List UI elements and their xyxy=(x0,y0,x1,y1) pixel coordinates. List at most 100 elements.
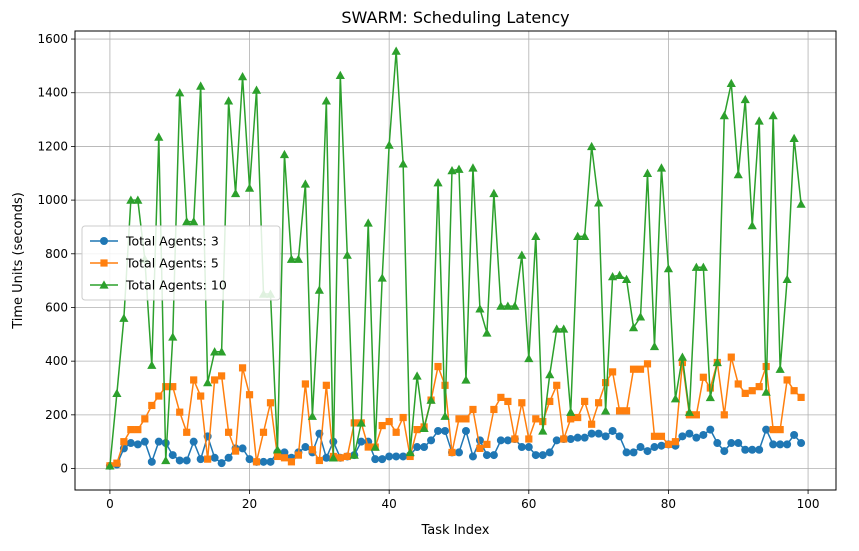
data-point xyxy=(391,46,401,55)
data-point xyxy=(587,429,596,438)
data-point xyxy=(768,110,778,120)
data-point xyxy=(727,353,735,361)
data-point xyxy=(524,443,533,452)
data-point xyxy=(441,381,449,389)
data-point xyxy=(155,392,163,400)
data-point xyxy=(566,407,576,416)
data-point xyxy=(266,399,275,407)
legend-entry: Total Agents: 5 xyxy=(90,256,219,271)
data-point xyxy=(238,364,247,372)
data-point xyxy=(377,273,387,282)
data-point xyxy=(692,411,700,419)
data-point xyxy=(462,415,470,423)
data-point xyxy=(790,430,799,439)
data-point xyxy=(224,428,233,436)
data-point xyxy=(406,452,414,461)
data-point xyxy=(398,159,408,168)
data-point xyxy=(517,250,527,259)
legend-marker xyxy=(100,259,108,267)
data-point xyxy=(113,459,121,467)
data-point xyxy=(468,163,478,172)
data-point xyxy=(218,372,226,380)
data-point xyxy=(587,141,597,151)
data-point xyxy=(328,453,338,462)
data-point xyxy=(245,455,254,464)
data-point xyxy=(573,433,582,442)
series-3 xyxy=(105,46,806,470)
data-point xyxy=(663,263,674,273)
x-tick-label: 80 xyxy=(661,497,676,511)
data-point xyxy=(161,455,171,465)
data-point xyxy=(629,365,638,373)
data-point xyxy=(545,369,555,379)
data-point xyxy=(643,360,652,368)
data-point xyxy=(776,440,785,449)
data-point xyxy=(384,140,394,149)
data-point xyxy=(573,231,583,241)
data-point xyxy=(691,262,701,271)
data-point xyxy=(503,436,512,445)
data-point xyxy=(154,132,164,141)
data-point xyxy=(182,216,192,226)
data-point xyxy=(796,199,806,208)
y-tick-label: 400 xyxy=(45,354,68,368)
data-point xyxy=(503,301,513,310)
data-point xyxy=(532,415,540,423)
data-point xyxy=(475,436,484,445)
data-point xyxy=(413,426,421,434)
data-point xyxy=(224,453,233,462)
data-point xyxy=(175,88,185,97)
data-point xyxy=(301,443,310,452)
data-point xyxy=(308,446,316,454)
data-point xyxy=(307,411,317,420)
data-point xyxy=(412,371,422,380)
data-point xyxy=(266,457,275,466)
data-point xyxy=(727,439,736,448)
data-point xyxy=(427,436,436,445)
data-point xyxy=(148,401,156,410)
data-point xyxy=(734,439,743,448)
legend-label: Total Agents: 5 xyxy=(125,256,219,271)
data-point xyxy=(301,380,309,388)
data-point xyxy=(783,440,792,449)
data-point xyxy=(140,437,149,446)
data-point xyxy=(552,324,562,333)
data-point xyxy=(782,274,792,283)
data-point xyxy=(559,324,569,333)
data-point xyxy=(141,415,149,423)
data-point xyxy=(210,347,220,356)
data-point xyxy=(615,407,624,415)
data-point xyxy=(734,380,742,388)
data-point xyxy=(273,452,282,461)
data-point xyxy=(497,393,505,401)
data-point xyxy=(272,445,283,454)
data-point xyxy=(748,445,757,454)
data-point xyxy=(733,170,743,179)
data-point xyxy=(204,455,212,463)
x-tick-label: 60 xyxy=(521,497,536,511)
data-point xyxy=(147,457,156,466)
data-point xyxy=(469,405,477,414)
data-point xyxy=(678,432,687,441)
y-tick-label: 1400 xyxy=(37,86,68,100)
data-point xyxy=(496,436,505,445)
data-point xyxy=(133,195,143,204)
y-tick-label: 0 xyxy=(60,462,68,476)
x-tick-label: 20 xyxy=(242,497,257,511)
data-point xyxy=(566,435,575,443)
data-point xyxy=(720,411,728,419)
data-point xyxy=(712,357,722,367)
data-point xyxy=(126,439,135,448)
axes: 0 20 40 60 80 1000200400600800100012001400160… xyxy=(37,32,819,511)
data-point xyxy=(588,420,596,428)
data-point xyxy=(378,455,387,464)
data-point xyxy=(720,447,729,456)
data-point xyxy=(769,440,778,449)
data-point xyxy=(747,221,757,230)
data-point xyxy=(608,426,617,435)
data-point xyxy=(168,451,177,460)
data-point xyxy=(420,443,429,452)
data-point xyxy=(314,285,324,294)
data-point xyxy=(126,195,136,204)
